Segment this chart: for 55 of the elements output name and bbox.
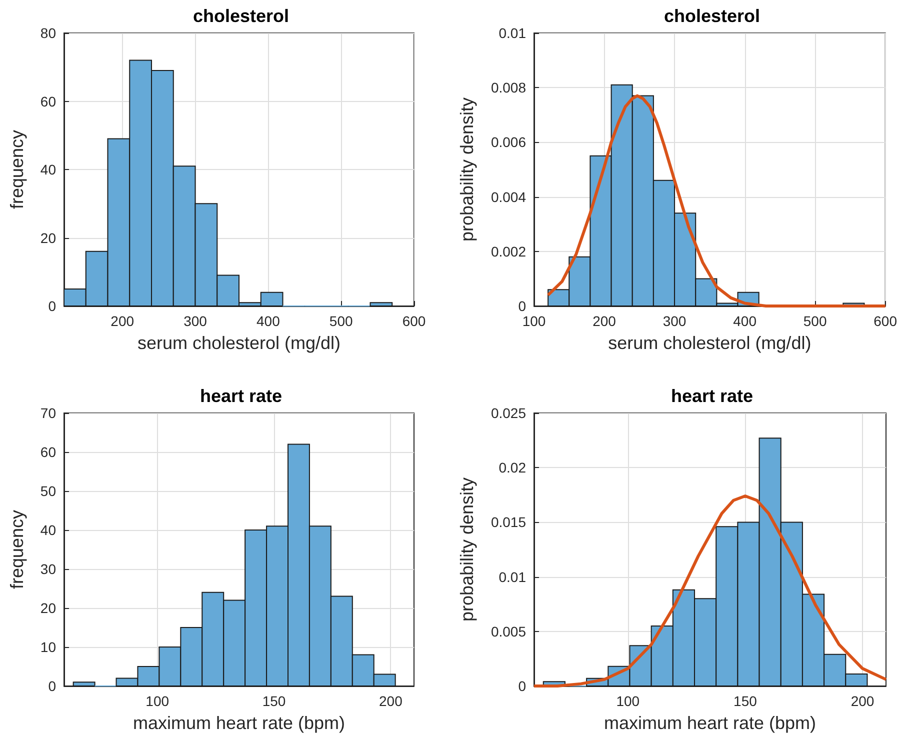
chart-title: cholesterol xyxy=(192,6,290,26)
y-tick-label: 60 xyxy=(40,93,56,110)
y-tick-label: 20 xyxy=(40,600,56,616)
x-tick-label: 200 xyxy=(850,693,874,709)
y-axis-title: probability density xyxy=(457,97,477,242)
y-tick-label: 0 xyxy=(48,678,56,694)
x-tick-label: 500 xyxy=(803,313,827,329)
chart-title: cholesterol xyxy=(664,6,760,26)
x-tick-label: 300 xyxy=(184,313,208,329)
chart-title: heart rate xyxy=(200,386,282,406)
y-tick-label: 0.006 xyxy=(490,134,526,150)
y-tick-label: 0 xyxy=(48,298,56,314)
x-tick-label: 600 xyxy=(874,313,898,329)
x-tick-label: 300 xyxy=(662,313,686,329)
y-tick-label: 70 xyxy=(40,405,56,421)
chart-title: heart rate xyxy=(670,386,754,406)
y-tick-label: 10 xyxy=(40,639,56,655)
y-tick-label: 0 xyxy=(518,678,526,694)
y-tick-label: 30 xyxy=(40,561,56,577)
y-tick-label: 20 xyxy=(40,230,56,246)
y-tick-label: 80 xyxy=(40,25,56,41)
y-axis-title: frequency xyxy=(7,130,27,210)
line-series xyxy=(546,94,887,308)
x-tick-label: 200 xyxy=(378,693,403,709)
y-axis-title: frequency xyxy=(7,510,27,590)
x-axis-title: maximum heart rate (bpm) xyxy=(132,713,346,733)
y-tick-label: 40 xyxy=(40,522,56,538)
y-tick-label: 50 xyxy=(40,483,56,499)
x-tick-label: 100 xyxy=(146,693,170,709)
x-tick-label: 400 xyxy=(256,313,280,329)
x-tick-label: 600 xyxy=(402,313,426,329)
y-tick-label: 0.02 xyxy=(498,460,526,476)
x-tick-label: 100 xyxy=(616,693,640,709)
y-tick-label: 0.004 xyxy=(490,188,526,205)
y-tick-label: 40 xyxy=(40,162,56,178)
x-axis-title: serum cholesterol (mg/dl) xyxy=(137,333,341,353)
y-tick-label: 60 xyxy=(40,444,56,460)
x-axis-title: maximum heart rate (bpm) xyxy=(604,713,816,733)
x-tick-label: 500 xyxy=(329,313,353,329)
y-tick-label: 0.01 xyxy=(498,25,526,41)
y-tick-label: 0.002 xyxy=(490,243,526,260)
x-axis-title: serum cholesterol (mg/dl) xyxy=(608,333,812,353)
y-tick-label: 0 xyxy=(518,298,526,314)
y-tick-label: 0.025 xyxy=(490,405,526,421)
x-tick-label: 200 xyxy=(110,313,134,329)
x-tick-label: 100 xyxy=(522,313,546,329)
y-axis-title: probability density xyxy=(457,477,477,622)
x-tick-label: 400 xyxy=(733,313,757,329)
y-tick-label: 0.005 xyxy=(490,623,526,640)
y-tick-label: 0.015 xyxy=(490,514,526,530)
x-tick-label: 150 xyxy=(734,693,758,709)
x-tick-label: 150 xyxy=(262,693,286,709)
y-tick-label: 0.008 xyxy=(490,80,526,96)
x-tick-label: 200 xyxy=(592,313,616,329)
y-tick-label: 0.01 xyxy=(498,568,526,585)
